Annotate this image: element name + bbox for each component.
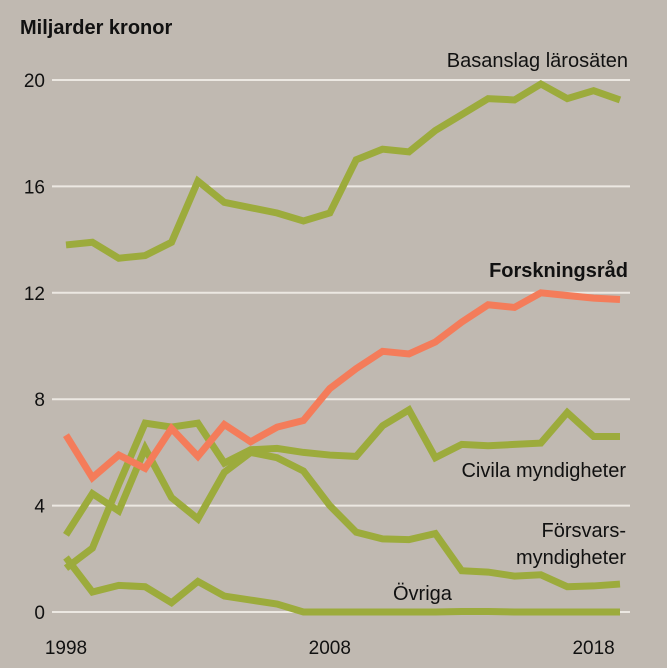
series-line-civila-myndigheter — [63, 404, 620, 571]
chart-title: Miljarder kronor — [20, 17, 172, 39]
series-line-övriga — [63, 555, 620, 616]
y-tick-label: 20 — [24, 71, 45, 92]
y-tick-label: 12 — [24, 284, 45, 305]
series-label: Civila myndigheter — [461, 460, 626, 482]
series-line-försvarsmyndigheter — [63, 440, 621, 591]
x-tick-label: 2008 — [309, 638, 351, 659]
series-label: Övriga — [393, 583, 453, 605]
x-tick-label: 1998 — [45, 638, 87, 659]
y-tick-label: 8 — [34, 390, 45, 411]
series-label: Basanslag lärosäten — [447, 50, 628, 72]
x-tick-label: 2018 — [572, 638, 614, 659]
y-tick-label: 16 — [24, 177, 45, 198]
series-label: myndigheter — [516, 547, 626, 569]
series-label: Forskningsråd — [489, 259, 628, 282]
series-line-forskningsråd — [63, 289, 621, 483]
y-tick-label: 0 — [34, 603, 45, 624]
y-tick-label: 4 — [34, 497, 45, 518]
series-line-basanslag-lärosäten — [65, 79, 622, 262]
series-label: Försvars- — [542, 520, 626, 542]
